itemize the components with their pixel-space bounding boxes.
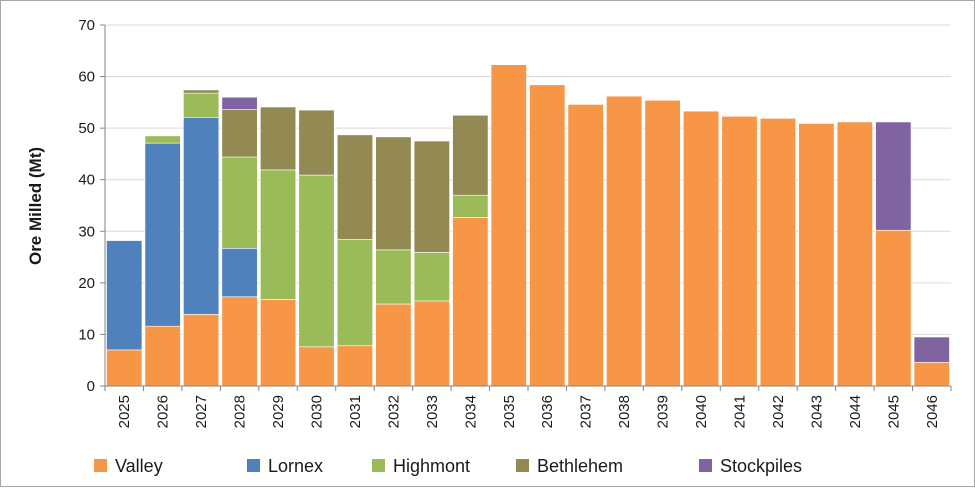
x-tick-labels: 2025 2026 2027 2028 2029 2030 2031 2032 2033 2034… (116, 395, 941, 428)
x-tick-label-2043: 2043 (808, 395, 825, 428)
bar-highmont-2031 (336, 239, 373, 347)
bar-valley-2032 (375, 303, 412, 387)
legend-label-stockpiles: Stockpiles (720, 456, 802, 476)
bar-bethlehem-2031 (336, 134, 373, 240)
bar-bethlehem-2027 (183, 89, 220, 94)
legend-label-highmont: Highmont (393, 456, 470, 476)
bar-bethlehem-2034 (452, 114, 489, 196)
bar-valley-2035 (490, 64, 527, 387)
bar-bethlehem-2029 (260, 106, 297, 171)
bar-lornex-2026 (144, 142, 181, 327)
bar-lornex-2025 (106, 240, 143, 351)
legend-label-bethlehem: Bethlehem (537, 456, 623, 476)
bar-valley-2042 (759, 118, 796, 387)
y-axis-title: Ore Milled (Mt) (26, 147, 45, 265)
legend-swatch-bethlehem (516, 459, 529, 472)
bar-valley-2040 (683, 110, 720, 387)
x-tick-label-2026: 2026 (155, 395, 172, 428)
bar-bethlehem-2033 (413, 140, 450, 253)
bars (106, 64, 950, 387)
bar-valley-2044 (836, 121, 873, 387)
bar-highmont-2026 (144, 135, 181, 144)
bar-stockpiles-2028 (221, 96, 258, 110)
x-tick-label-2033: 2033 (424, 395, 441, 428)
x-tick-label-2028: 2028 (232, 395, 249, 428)
bar-valley-2039 (644, 99, 681, 387)
x-tick-label-2038: 2038 (616, 395, 633, 428)
x-tick-label-2036: 2036 (539, 395, 556, 428)
bar-valley-2027 (183, 314, 220, 387)
legend-swatch-valley (94, 459, 107, 472)
bar-highmont-2027 (183, 92, 220, 118)
bar-bethlehem-2030 (298, 109, 335, 176)
bar-valley-2038 (606, 95, 643, 387)
bar-highmont-2033 (413, 252, 450, 302)
x-tick-label-2027: 2027 (193, 395, 210, 428)
bar-valley-2045 (875, 229, 912, 387)
bar-valley-2034 (452, 217, 489, 387)
x-tick-label-2029: 2029 (270, 395, 287, 428)
y-tick-label-50: 50 (78, 120, 95, 137)
bar-highmont-2030 (298, 174, 335, 348)
bar-valley-2026 (144, 325, 181, 387)
bar-highmont-2034 (452, 194, 489, 218)
x-tick-label-2039: 2039 (655, 395, 672, 428)
y-tick-label-20: 20 (78, 275, 95, 292)
bar-stockpiles-2046 (913, 336, 950, 363)
legend: Valley Lornex Highmont Bethlehem Stockpiles (94, 456, 802, 476)
legend-label-valley: Valley (115, 456, 163, 476)
y-tick-label-60: 60 (78, 69, 95, 86)
x-tick-label-2031: 2031 (347, 395, 364, 428)
x-tick-label-2037: 2037 (578, 395, 595, 428)
bar-lornex-2028 (221, 248, 258, 298)
x-tick-label-2041: 2041 (732, 395, 749, 428)
bar-valley-2043 (798, 123, 835, 387)
bar-valley-2036 (529, 84, 566, 387)
y-tick-label-40: 40 (78, 172, 95, 189)
bar-valley-2037 (567, 104, 604, 387)
bar-highmont-2032 (375, 249, 412, 305)
bar-bethlehem-2032 (375, 136, 412, 251)
x-tick-label-2042: 2042 (770, 395, 787, 428)
y-tick-label-30: 30 (78, 223, 95, 240)
bar-valley-2025 (106, 349, 143, 387)
x-tick-label-2032: 2032 (385, 395, 402, 428)
y-tick-label-0: 0 (87, 378, 95, 395)
bar-valley-2041 (721, 115, 758, 387)
x-tick-label-2040: 2040 (693, 395, 710, 428)
x-tick-label-2044: 2044 (847, 395, 864, 428)
legend-label-lornex: Lornex (268, 456, 323, 476)
x-tick-label-2034: 2034 (462, 395, 479, 428)
bar-highmont-2028 (221, 156, 258, 249)
bar-valley-2046 (913, 361, 950, 387)
bar-bethlehem-2028 (221, 109, 258, 158)
legend-swatch-highmont (372, 459, 385, 472)
y-tick-label-70: 70 (78, 17, 95, 34)
x-tick-label-2035: 2035 (501, 395, 518, 428)
legend-swatch-lornex (247, 459, 260, 472)
x-tick-label-2025: 2025 (116, 395, 133, 428)
y-tick-labels: 0 10 20 30 40 50 60 70 (78, 17, 95, 395)
bar-valley-2028 (221, 296, 258, 387)
x-tick-label-2046: 2046 (924, 395, 941, 428)
axes (100, 24, 952, 391)
bar-valley-2033 (413, 300, 450, 387)
y-tick-label-10: 10 (78, 326, 95, 343)
legend-swatch-stockpiles (699, 459, 712, 472)
bar-highmont-2029 (260, 169, 297, 300)
bar-valley-2031 (336, 345, 373, 387)
bar-stockpiles-2045 (875, 121, 912, 231)
x-tick-label-2030: 2030 (309, 395, 326, 428)
bar-valley-2029 (260, 299, 297, 387)
x-tick-label-2045: 2045 (885, 395, 902, 428)
bar-valley-2030 (298, 346, 335, 387)
bar-lornex-2027 (183, 117, 220, 315)
